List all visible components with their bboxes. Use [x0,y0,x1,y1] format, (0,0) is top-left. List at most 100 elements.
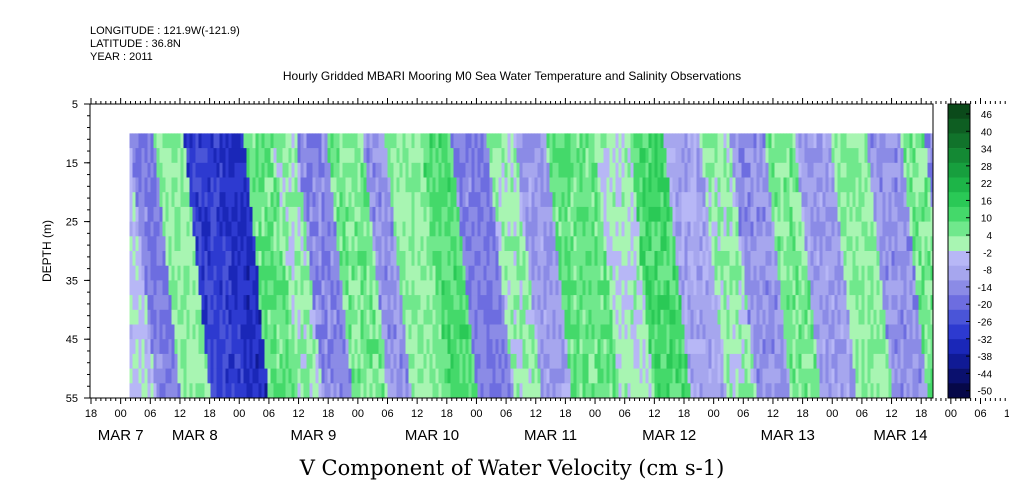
heatmap-cell [384,339,388,355]
heatmap-cell [940,339,943,354]
heatmap-cell [720,251,724,267]
heatmap-cell [867,236,871,252]
heatmap-cell [411,265,415,281]
heatmap-cell [420,265,424,281]
heatmap-cell [940,280,943,295]
heatmap-cell [225,148,229,164]
heatmap-cell [669,148,673,164]
heatmap-cell [498,192,502,208]
heatmap-cell [162,192,166,208]
heatmap-cell [501,295,505,311]
heatmap-cell [192,265,196,281]
heatmap-cell [348,324,352,340]
heatmap-cell [255,309,259,325]
heatmap-cell [450,192,454,208]
heatmap-cell [498,353,502,369]
heatmap-cell [216,148,220,164]
heatmap-cell [570,383,574,398]
heatmap-cell [816,177,820,193]
heatmap-cell [726,324,730,340]
heatmap-cell [174,133,178,149]
heatmap-cell [624,236,628,252]
heatmap-cell [624,280,628,296]
heatmap-cell [654,251,658,267]
heatmap-cell [339,368,343,384]
heatmap-cell [615,383,619,398]
heatmap-cell [351,236,355,252]
heatmap-cell [267,148,271,164]
heatmap-cell [324,309,328,325]
heatmap-cell [528,177,532,193]
heatmap-cell [894,353,898,369]
heatmap-cell [657,192,661,208]
heatmap-cell [642,251,646,267]
heatmap-cell [714,162,718,178]
heatmap-cell [786,236,790,252]
heatmap-cell [258,162,262,178]
heatmap-cell [591,265,595,281]
heatmap-cell [447,295,451,311]
heatmap-cell [441,295,445,311]
heatmap-cell [306,353,310,369]
heatmap-cell [285,295,289,311]
heatmap-cell [324,339,328,355]
heatmap-cell [744,339,748,355]
heatmap-cell [738,309,742,325]
heatmap-cell [612,309,616,325]
heatmap-cell [519,339,523,355]
heatmap-cell [519,206,523,222]
heatmap-cell [453,324,457,340]
heatmap-cell [669,368,673,384]
heatmap-cell [879,192,883,208]
heatmap-cell [774,295,778,311]
heatmap-cell [384,192,388,208]
heatmap-cell [795,192,799,208]
heatmap-cell [321,339,325,355]
heatmap-cell [153,295,157,311]
heatmap-cell [156,221,160,237]
heatmap-cell [903,148,907,164]
heatmap-cell [312,265,316,281]
heatmap-cell [603,221,607,237]
heatmap-cell [666,383,670,398]
heatmap-cell [189,353,193,369]
heatmap-cell [804,324,808,340]
heatmap-cell [252,383,256,398]
heatmap-cell [666,324,670,340]
heatmap-cell [777,162,781,178]
heatmap-cell [279,177,283,193]
heatmap-cell [546,309,550,325]
heatmap-cell [741,236,745,252]
heatmap-cell [825,192,829,208]
heatmap-cell [888,206,892,222]
heatmap-cell [444,339,448,355]
heatmap-cell [639,162,643,178]
heatmap-cell [943,369,946,384]
heatmap-cell [159,251,163,267]
heatmap-cell [585,295,589,311]
heatmap-cell [573,177,577,193]
heatmap-cell [846,221,850,237]
heatmap-cell [534,309,538,325]
heatmap-cell [519,192,523,208]
heatmap-cell [471,177,475,193]
heatmap-cell [420,383,424,398]
heatmap-cell [453,280,457,296]
heatmap-cell [696,177,700,193]
heatmap-cell [456,383,460,398]
heatmap-cell [618,148,622,164]
heatmap-cell [375,339,379,355]
heatmap-cell [873,206,877,222]
heatmap-cell [516,236,520,252]
heatmap-cell [531,221,535,237]
heatmap-cell [630,295,634,311]
heatmap-cell [468,309,472,325]
heatmap-cell [909,133,913,149]
heatmap-cell [384,148,388,164]
heatmap-cell [765,383,769,398]
heatmap-cell [393,162,397,178]
heatmap-cell [504,324,508,340]
heatmap-cell [396,162,400,178]
heatmap-cell [909,368,913,384]
heatmap-cell [834,265,838,281]
